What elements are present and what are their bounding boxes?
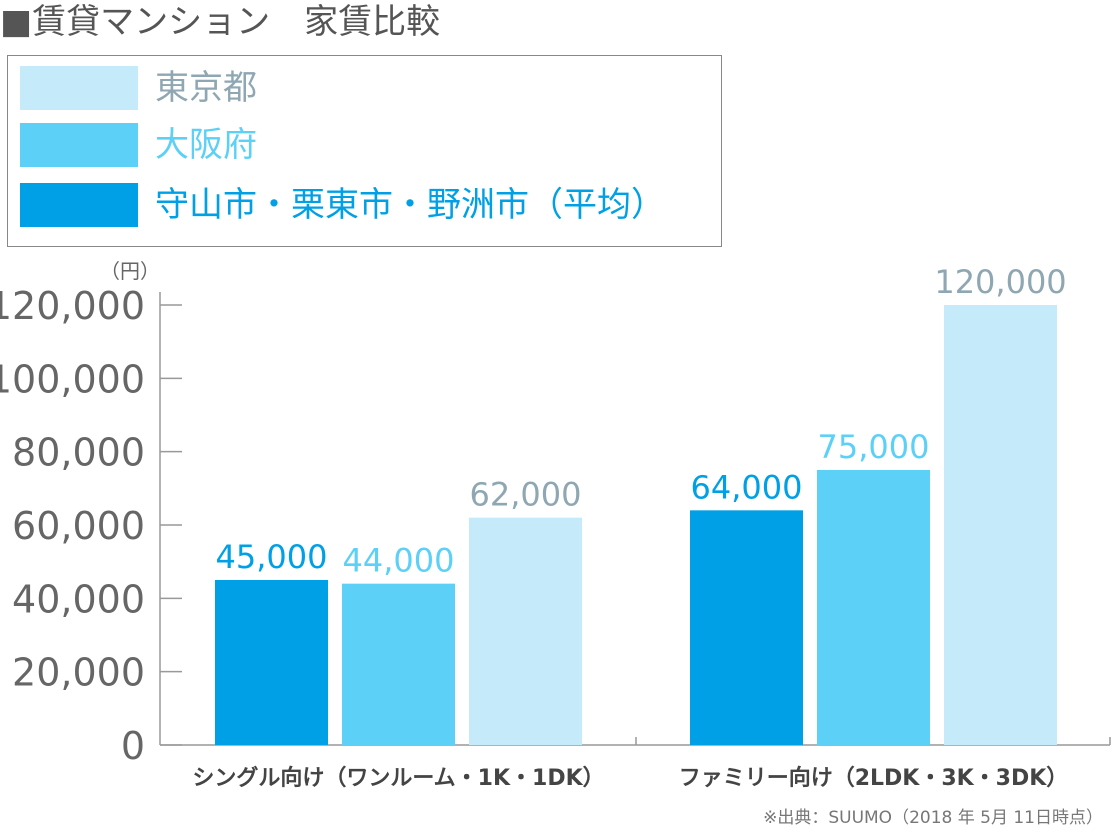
title-text: ■賃貸マンション 家賃比較 [0,2,441,42]
data-label-moriyama-0: 45,000 [216,538,328,576]
y-tick-label: 100,000 [0,357,145,401]
legend-swatch-moriyama [20,183,138,227]
data-label-moriyama-1: 64,000 [691,468,803,506]
legend-label-tokyo: 東京都 [155,68,257,108]
bar-moriyama-0 [215,580,328,745]
y-tick-label: 80,000 [12,431,145,475]
y-unit-label: （円） [100,259,160,283]
source-note: ※出典：SUUMO（2018 年 5月 11日時点） [763,808,1103,828]
category-label-1: ファミリー向け（2LDK・3K・3DK） [679,765,1069,791]
y-tick-label: 20,000 [12,651,145,695]
bar-osaka-1 [817,470,930,745]
legend-swatch-tokyo [20,66,138,110]
y-tick-label: 60,000 [12,504,145,548]
y-tick-label: 0 [121,724,145,768]
legend-swatch-osaka [20,123,138,167]
data-label-osaka-0: 44,000 [343,542,455,580]
data-label-osaka-1: 75,000 [818,428,930,466]
bar-tokyo-0 [469,517,582,745]
y-tick-label: 40,000 [12,577,145,621]
bar-moriyama-1 [690,510,803,745]
legend-label-osaka: 大阪府 [155,125,257,165]
y-tick-label: 120,000 [0,284,145,328]
page-title: ■賃貸マンション 家賃比較 [0,0,440,44]
data-label-tokyo-1: 120,000 [934,263,1066,301]
data-label-tokyo-0: 62,000 [470,476,582,514]
category-label-0: シングル向け（ワンルーム・1K・1DK） [192,765,604,791]
legend-label-moriyama: 守山市・栗東市・野洲市（平均） [155,185,665,225]
legend: 東京都 大阪府 守山市・栗東市・野洲市（平均） [7,55,722,247]
bar-tokyo-1 [944,305,1057,745]
bar-osaka-0 [342,583,455,745]
